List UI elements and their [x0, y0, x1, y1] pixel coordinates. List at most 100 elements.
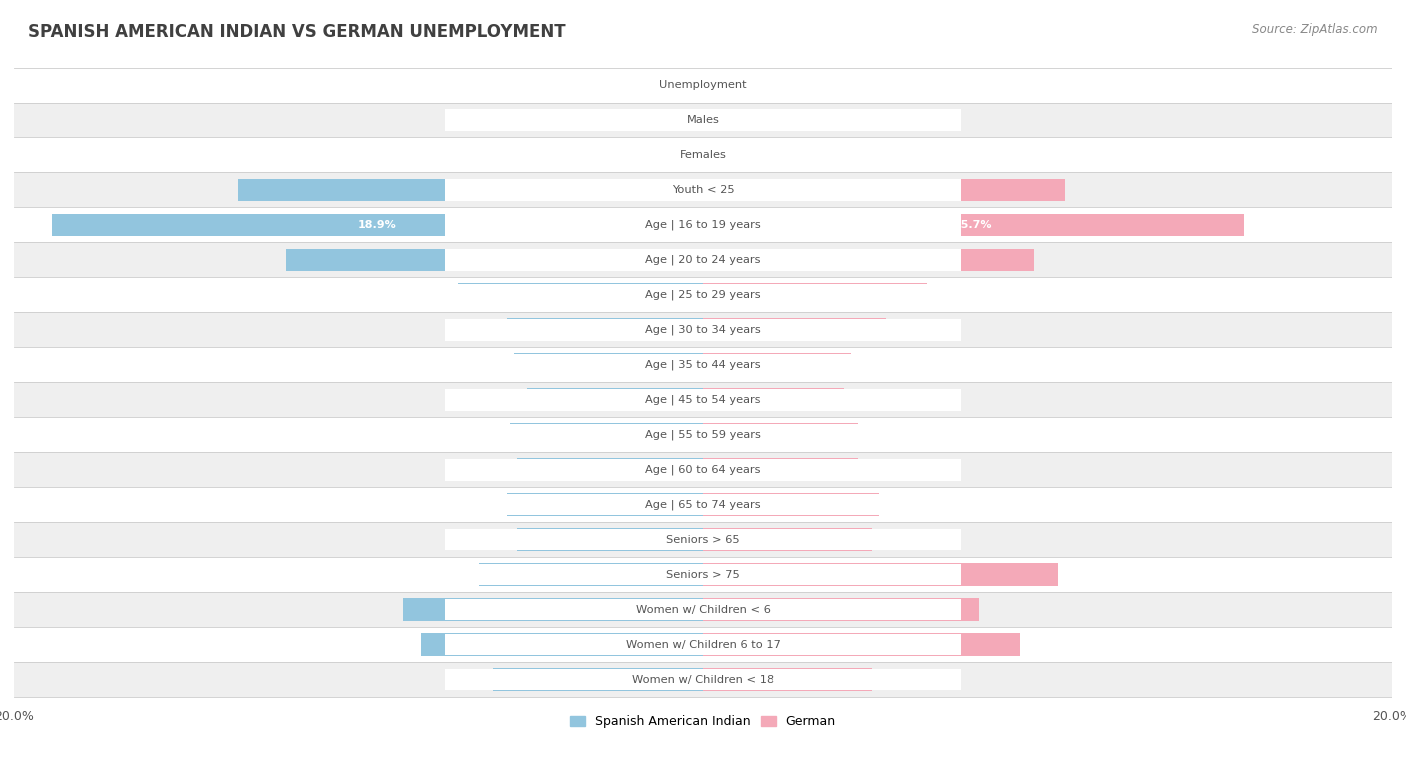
Bar	[14, 173, 1392, 207]
Bar	[703, 248, 1033, 271]
Text: 5.5%: 5.5%	[593, 360, 624, 370]
Text: Age | 16 to 19 years: Age | 16 to 19 years	[645, 220, 761, 230]
Text: 4.7%: 4.7%	[769, 115, 800, 125]
Bar	[517, 458, 703, 481]
Text: 5.4%: 5.4%	[595, 465, 626, 475]
Bar	[513, 354, 703, 376]
Bar	[444, 109, 962, 131]
Bar	[703, 458, 858, 481]
Text: 5.4%: 5.4%	[595, 534, 626, 544]
Bar	[444, 494, 962, 516]
Bar	[14, 557, 1392, 592]
Bar	[444, 284, 962, 306]
Text: 5.6%: 5.6%	[591, 430, 621, 440]
Bar	[14, 662, 1392, 697]
Bar	[703, 563, 1057, 586]
Text: 8.7%: 8.7%	[537, 605, 568, 615]
Bar	[527, 388, 703, 411]
Bar	[506, 494, 703, 516]
Text: Age | 25 to 29 years: Age | 25 to 29 years	[645, 290, 761, 300]
Text: 9.2%: 9.2%	[846, 640, 877, 650]
Bar	[14, 417, 1392, 452]
Bar	[703, 494, 879, 516]
Bar	[444, 634, 962, 656]
Text: 9.6%: 9.6%	[853, 255, 884, 265]
Bar	[444, 74, 962, 96]
Bar	[703, 73, 858, 96]
Text: 4.9%: 4.9%	[772, 534, 803, 544]
Text: Women w/ Children 6 to 17: Women w/ Children 6 to 17	[626, 640, 780, 650]
Text: 15.7%: 15.7%	[955, 220, 993, 230]
Bar	[444, 424, 962, 446]
Text: 6.2%: 6.2%	[581, 150, 612, 160]
Text: Seniors > 75: Seniors > 75	[666, 569, 740, 580]
Bar	[479, 563, 703, 586]
Text: 8.0%: 8.0%	[825, 605, 856, 615]
Bar	[703, 179, 1064, 201]
Text: 6.5%: 6.5%	[575, 569, 606, 580]
Bar	[703, 109, 865, 132]
Text: 10.5%: 10.5%	[865, 185, 903, 195]
Bar	[404, 598, 703, 621]
Bar	[444, 459, 962, 481]
Bar	[444, 214, 962, 235]
Text: 18.9%: 18.9%	[359, 220, 396, 230]
Text: Age | 35 to 44 years: Age | 35 to 44 years	[645, 360, 761, 370]
Text: 4.5%: 4.5%	[765, 430, 796, 440]
Text: 4.5%: 4.5%	[765, 80, 796, 90]
Bar	[703, 283, 927, 307]
Text: 4.5%: 4.5%	[765, 465, 796, 475]
Text: Age | 55 to 59 years: Age | 55 to 59 years	[645, 429, 761, 440]
Bar	[444, 529, 962, 550]
Bar	[489, 73, 703, 96]
Bar	[14, 313, 1392, 347]
Text: Age | 30 to 34 years: Age | 30 to 34 years	[645, 325, 761, 335]
Bar	[703, 144, 858, 167]
Text: 8.2%: 8.2%	[547, 640, 578, 650]
Bar	[703, 354, 851, 376]
Bar	[703, 528, 872, 551]
Text: Youth < 25: Youth < 25	[672, 185, 734, 195]
Text: Women w/ Children < 6: Women w/ Children < 6	[636, 605, 770, 615]
Bar	[703, 388, 844, 411]
Bar	[14, 277, 1392, 313]
Bar	[444, 564, 962, 585]
Bar	[14, 522, 1392, 557]
Text: Age | 60 to 64 years: Age | 60 to 64 years	[645, 465, 761, 475]
Text: Females: Females	[679, 150, 727, 160]
Bar	[14, 488, 1392, 522]
Bar	[444, 599, 962, 621]
Bar	[238, 179, 703, 201]
Bar	[703, 423, 858, 446]
Text: SPANISH AMERICAN INDIAN VS GERMAN UNEMPLOYMENT: SPANISH AMERICAN INDIAN VS GERMAN UNEMPL…	[28, 23, 565, 41]
Bar	[703, 213, 1244, 236]
Text: Seniors > 65: Seniors > 65	[666, 534, 740, 544]
Bar	[420, 633, 703, 656]
Text: 6.2%: 6.2%	[581, 80, 612, 90]
Bar	[444, 144, 962, 166]
Bar	[458, 283, 703, 307]
Bar	[14, 627, 1392, 662]
Text: Age | 65 to 74 years: Age | 65 to 74 years	[645, 500, 761, 510]
Text: 4.9%: 4.9%	[772, 674, 803, 684]
Bar	[517, 528, 703, 551]
Bar	[489, 109, 703, 132]
Text: 6.5%: 6.5%	[800, 290, 831, 300]
Bar	[703, 598, 979, 621]
Text: 4.3%: 4.3%	[762, 360, 793, 370]
Bar	[444, 319, 962, 341]
Bar	[444, 354, 962, 375]
Text: 5.1%: 5.1%	[600, 394, 630, 405]
Text: 5.3%: 5.3%	[779, 325, 810, 335]
Text: Source: ZipAtlas.com: Source: ZipAtlas.com	[1253, 23, 1378, 36]
Text: 5.1%: 5.1%	[776, 500, 806, 509]
Text: 6.2%: 6.2%	[581, 115, 612, 125]
Bar	[14, 67, 1392, 102]
Text: Males: Males	[686, 115, 720, 125]
Text: 10.3%: 10.3%	[862, 569, 900, 580]
Bar	[510, 423, 703, 446]
Bar	[506, 319, 703, 341]
Bar	[14, 207, 1392, 242]
Bar	[703, 319, 886, 341]
Bar	[444, 668, 962, 690]
